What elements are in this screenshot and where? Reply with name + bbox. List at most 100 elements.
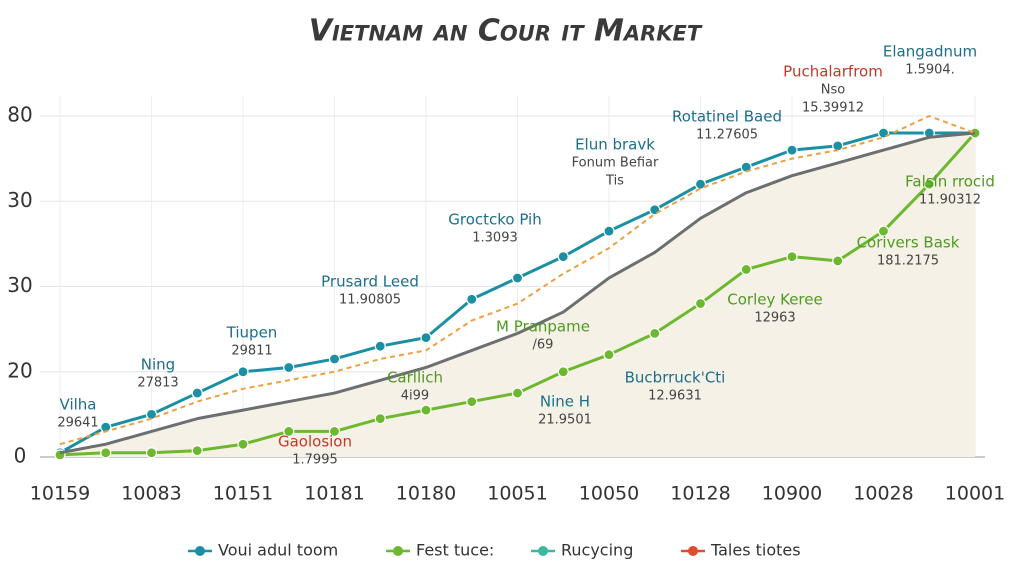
- area: [60, 133, 975, 458]
- line: [59, 115, 976, 446]
- point: [237, 366, 249, 378]
- annotation: M Pranpame: [496, 318, 590, 336]
- annotation: 1.5904.: [905, 63, 955, 78]
- point: [603, 349, 615, 361]
- annotation: Carllich: [387, 369, 443, 387]
- point: [603, 225, 615, 237]
- point: [649, 327, 661, 339]
- annotation: Tiupen: [226, 324, 278, 342]
- annotation: Falsin rrocid: [905, 173, 995, 191]
- annotation: Elangadnum: [883, 43, 977, 61]
- annotation: Elun bravk: [575, 136, 655, 154]
- annotation: 29641: [57, 416, 98, 431]
- annotation: Prusard Leed: [321, 273, 419, 291]
- annotation: Bucbrruck'Cti: [625, 369, 726, 387]
- legend-label: Tales tiotes: [710, 541, 801, 560]
- x-tick-label: 10051: [487, 483, 547, 505]
- x-tick-label: 10128: [670, 483, 730, 505]
- point: [694, 297, 707, 310]
- point: [328, 425, 341, 438]
- y-tick-label: 80: [7, 103, 32, 127]
- annotation: Vilha: [60, 396, 97, 414]
- x-tick-label: 10083: [121, 483, 181, 505]
- point: [694, 178, 707, 190]
- annotation: Nso: [821, 83, 845, 98]
- point: [191, 445, 203, 457]
- x-tick-label: 10050: [579, 483, 639, 505]
- y-tick-label: 0: [14, 444, 27, 468]
- point: [466, 293, 478, 305]
- annotation: Gaolosion: [278, 433, 352, 451]
- point: [740, 161, 752, 173]
- point: [832, 255, 844, 267]
- x-tick-label: 10900: [762, 483, 822, 505]
- legend-marker: [195, 546, 205, 556]
- legend-item: Tales tiotes: [681, 541, 801, 560]
- x-tick-label: 10028: [853, 483, 913, 505]
- point: [557, 251, 569, 263]
- annotation: Puchalarfrom: [783, 63, 883, 81]
- point: [649, 204, 661, 216]
- point: [374, 413, 386, 425]
- legend-item: Fest tuce:: [386, 541, 494, 560]
- chart-title: Vietnam an Cour it Market: [309, 14, 703, 49]
- annotation: 181.2175: [877, 254, 939, 269]
- legend-label: Fest tuce:: [416, 541, 494, 560]
- x-tick-label: 10001: [945, 483, 1005, 505]
- annotation: 1.3093: [472, 231, 518, 246]
- point: [283, 425, 295, 438]
- x-tick-label: 10180: [396, 483, 456, 505]
- point: [420, 332, 432, 344]
- legend-marker: [393, 546, 403, 556]
- annotation: 12.9631: [648, 389, 702, 404]
- line: [59, 131, 976, 455]
- x-tick-label: 10159: [30, 483, 90, 505]
- point: [511, 387, 524, 399]
- annotation: Ning: [141, 356, 175, 374]
- annotation: /69: [533, 338, 554, 353]
- annotation: Fonum Befiar: [572, 156, 659, 171]
- annotation: 11.90805: [339, 293, 401, 308]
- point: [786, 144, 798, 156]
- y-tick-label: 30: [7, 188, 32, 212]
- point: [786, 251, 798, 263]
- point: [557, 366, 569, 378]
- point: [328, 353, 341, 365]
- point: [877, 225, 890, 237]
- annotation: 11.27605: [696, 128, 758, 143]
- x-tick-label: 10151: [213, 483, 273, 505]
- point: [145, 447, 158, 459]
- legend-marker: [688, 546, 698, 556]
- legend-marker: [538, 546, 548, 556]
- annotation: 1.7995: [292, 453, 338, 468]
- point: [511, 272, 524, 284]
- legend-label: Voui adul toom: [218, 541, 338, 560]
- annotation: Rotatinel Baed: [672, 108, 782, 126]
- point: [191, 387, 203, 399]
- annotation: 4i99: [401, 389, 429, 404]
- annotation: 12963: [754, 311, 795, 326]
- annotation: Tis: [605, 174, 624, 189]
- point: [466, 395, 478, 408]
- annotation: 15.39912: [802, 101, 864, 116]
- legend-item: Rucycing: [531, 541, 633, 560]
- annotation: 27813: [137, 376, 178, 391]
- annotation: 21.9501: [538, 413, 592, 428]
- point: [145, 408, 158, 420]
- annotation: Corivers Bask: [857, 234, 960, 252]
- legend-item: Voui adul toom: [188, 541, 338, 560]
- point: [237, 438, 249, 450]
- point: [100, 447, 112, 459]
- y-tick-label: 30: [7, 273, 32, 297]
- point: [923, 178, 935, 190]
- legend-label: Rucycing: [561, 541, 633, 560]
- y-tick-label: 20: [7, 358, 32, 382]
- annotation: 29811: [231, 344, 272, 359]
- annotation: Corley Keree: [727, 291, 822, 309]
- point: [374, 340, 386, 352]
- point: [420, 404, 432, 416]
- annotation: Groctcko Pih: [448, 211, 542, 229]
- x-tick-label: 10181: [304, 483, 364, 505]
- annotation: 11.90312: [919, 193, 981, 208]
